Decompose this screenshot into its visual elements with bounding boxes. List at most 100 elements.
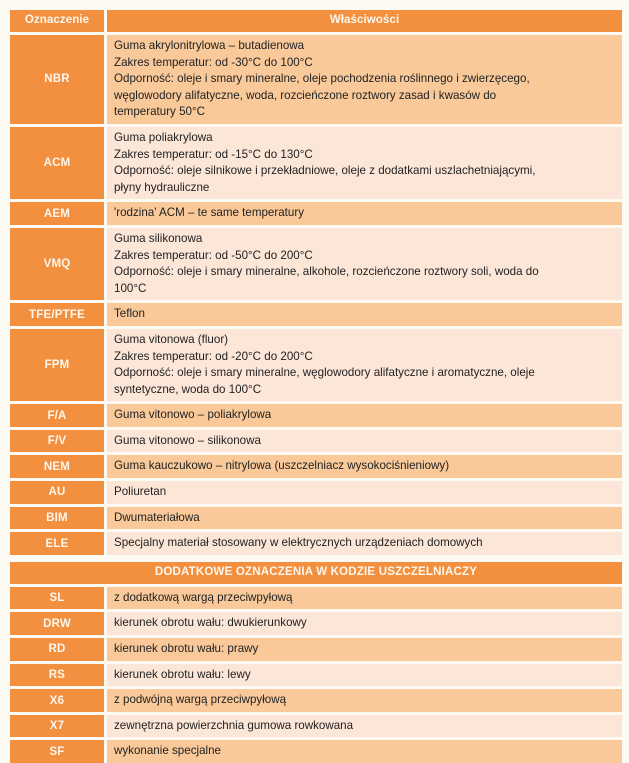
- material-description-cell: Guma vitonowo – poliakrylowa: [107, 404, 622, 427]
- table-row: AEM 'rodzina' ACM – te same temperatury: [10, 202, 622, 225]
- table-row: TFE/PTFE Teflon: [10, 303, 622, 326]
- description-line: Zakres temperatur: od -15°C do 130°C: [114, 147, 313, 161]
- description-line: Teflon: [114, 307, 145, 321]
- table-row: DRW kierunek obrotu wału: dwukierunkowy: [10, 612, 622, 636]
- header-column-gap: [104, 10, 107, 32]
- spacer-cell: [107, 123, 622, 127]
- spacer-cell: [107, 325, 622, 329]
- material-description-cell: Guma vitonowa (fluor) Zakres temperatur: …: [107, 328, 622, 402]
- row-separator: [10, 401, 622, 405]
- description-line: z dodatkową wargą przeciwpyłową: [114, 590, 293, 604]
- description-line: Odporność: oleje i smary mineralne, węgl…: [114, 366, 535, 380]
- spacer-cell: [10, 452, 104, 456]
- spacer-cell: [104, 503, 107, 507]
- description-line: Guma akrylonitrylowa – butadienowa: [114, 39, 305, 52]
- row-separator: [10, 660, 622, 664]
- description-line: Dwumateriałowa: [114, 510, 200, 524]
- spacer-cell: [104, 123, 107, 127]
- spacer-cell: [107, 452, 622, 456]
- spacer-cell: [10, 300, 104, 304]
- material-code-cell: VMQ: [10, 227, 104, 301]
- row-separator: [10, 199, 622, 203]
- material-description-cell: Teflon: [107, 303, 622, 326]
- table-row: X7 zewnętrzna powierzchnia gumowa rowkowa…: [10, 714, 622, 738]
- description-line: Guma poliakrylowa: [114, 130, 213, 144]
- spacer-cell: [104, 224, 107, 228]
- spacer-cell: [104, 426, 107, 430]
- spacer-cell: [107, 583, 622, 587]
- spacer-cell: [104, 529, 107, 533]
- material-description-cell: Poliuretan: [107, 481, 622, 504]
- spacer-cell: [104, 478, 107, 482]
- description-line: Odporność: oleje silnikowe i przekładnio…: [114, 164, 536, 178]
- table-row: ELE Specjalny materiał stosowany w elektr…: [10, 532, 622, 555]
- table-row: SF wykonanie specjalne: [10, 740, 622, 763]
- section-spacer-bottom: [10, 583, 622, 587]
- extra-code-description-cell: kierunek obrotu wału: prawy: [107, 638, 622, 661]
- description-line: Zakres temperatur: od -50°C do 200°C: [114, 248, 313, 262]
- table-row: SL z dodatkową wargą przeciwpyłową: [10, 586, 622, 610]
- table-row: X6 z podwójną wargą przeciwpyłową: [10, 689, 622, 712]
- extra-code-code-cell: X6: [10, 689, 104, 712]
- row-separator: [10, 426, 622, 430]
- spacer-cell: [104, 660, 107, 664]
- column-gap: [104, 303, 107, 326]
- extra-code-code-cell: SL: [10, 586, 104, 610]
- spacer-cell: [104, 583, 107, 587]
- table-row: F/V Guma vitonowo – silikonowa: [10, 429, 622, 453]
- table-row: NEM Guma kauczukowo – nitrylowa (uszczeln…: [10, 455, 622, 479]
- materials-table-sheet: Oznaczenie Właściwości NBR Guma akrylonit…: [10, 10, 622, 763]
- column-gap: [104, 532, 107, 555]
- material-description-cell: Dwumateriałowa: [107, 506, 622, 530]
- row-separator: [10, 503, 622, 507]
- spacer-cell: [10, 609, 104, 613]
- spacer-cell: [10, 635, 104, 639]
- table-row: AU Poliuretan: [10, 481, 622, 504]
- column-gap: [104, 638, 107, 661]
- spacer-cell: [104, 300, 107, 304]
- spacer-cell: [104, 554, 107, 562]
- spacer-cell: [104, 325, 107, 329]
- table-row: FPM Guma vitonowa (fluor) Zakres temperatu…: [10, 328, 622, 402]
- column-gap: [104, 586, 107, 610]
- description-line: Odporność: oleje i smary mineralne, alko…: [114, 265, 539, 279]
- column-gap: [104, 35, 107, 124]
- material-code-cell: ELE: [10, 532, 104, 555]
- table-row: ACM Guma poliakrylowa Zakres temperatur: o…: [10, 126, 622, 200]
- extra-code-code-cell: RS: [10, 663, 104, 687]
- spacer-cell: [10, 478, 104, 482]
- description-line: kierunek obrotu wału: lewy: [114, 667, 251, 681]
- column-gap: [104, 202, 107, 225]
- row-separator: [10, 325, 622, 329]
- spacer-cell: [107, 503, 622, 507]
- spacer-cell: [10, 32, 104, 35]
- column-gap: [104, 126, 107, 200]
- row-separator: [10, 478, 622, 482]
- spacer-cell: [10, 123, 104, 127]
- description-line: Specjalny materiał stosowany w elektrycz…: [114, 536, 483, 550]
- material-description-cell: Guma vitonowo – silikonowa: [107, 429, 622, 453]
- spacer-cell: [10, 426, 104, 430]
- spacer-cell: [10, 199, 104, 203]
- table-row: RS kierunek obrotu wału: lewy: [10, 663, 622, 687]
- section-header-row: DODATKOWE OZNACZENIA W KODZIE USZCZELNIA…: [10, 561, 622, 584]
- column-gap: [104, 455, 107, 479]
- row-separator: [10, 123, 622, 127]
- column-gap: [104, 506, 107, 530]
- description-line: Odporność: oleje i smary mineralne, olej…: [114, 72, 530, 86]
- table-body: Oznaczenie Właściwości: [10, 10, 622, 35]
- table-row: F/A Guma vitonowo – poliakrylowa: [10, 404, 622, 427]
- table-row: NBR Guma akrylonitrylowa – butadienowa Zak…: [10, 35, 622, 124]
- column-gap: [104, 404, 107, 427]
- extra-code-description-cell: kierunek obrotu wału: dwukierunkowy: [107, 612, 622, 636]
- material-description-cell: Guma kauczukowo – nitrylowa (uszczelniac…: [107, 455, 622, 479]
- materials-rows-container: NBR Guma akrylonitrylowa – butadienowa Zak…: [10, 35, 622, 555]
- material-description-cell: Guma silikonowa Zakres temperatur: od -50…: [107, 227, 622, 301]
- extra-code-description-cell: z dodatkową wargą przeciwpyłową: [107, 586, 622, 610]
- row-separator: [10, 635, 622, 639]
- spacer-cell: [10, 583, 104, 587]
- material-description-cell: Specjalny materiał stosowany w elektrycz…: [107, 532, 622, 555]
- row-separator: [10, 224, 622, 228]
- extra-code-description-cell: wykonanie specjalne: [107, 740, 622, 763]
- spacer-cell: [107, 224, 622, 228]
